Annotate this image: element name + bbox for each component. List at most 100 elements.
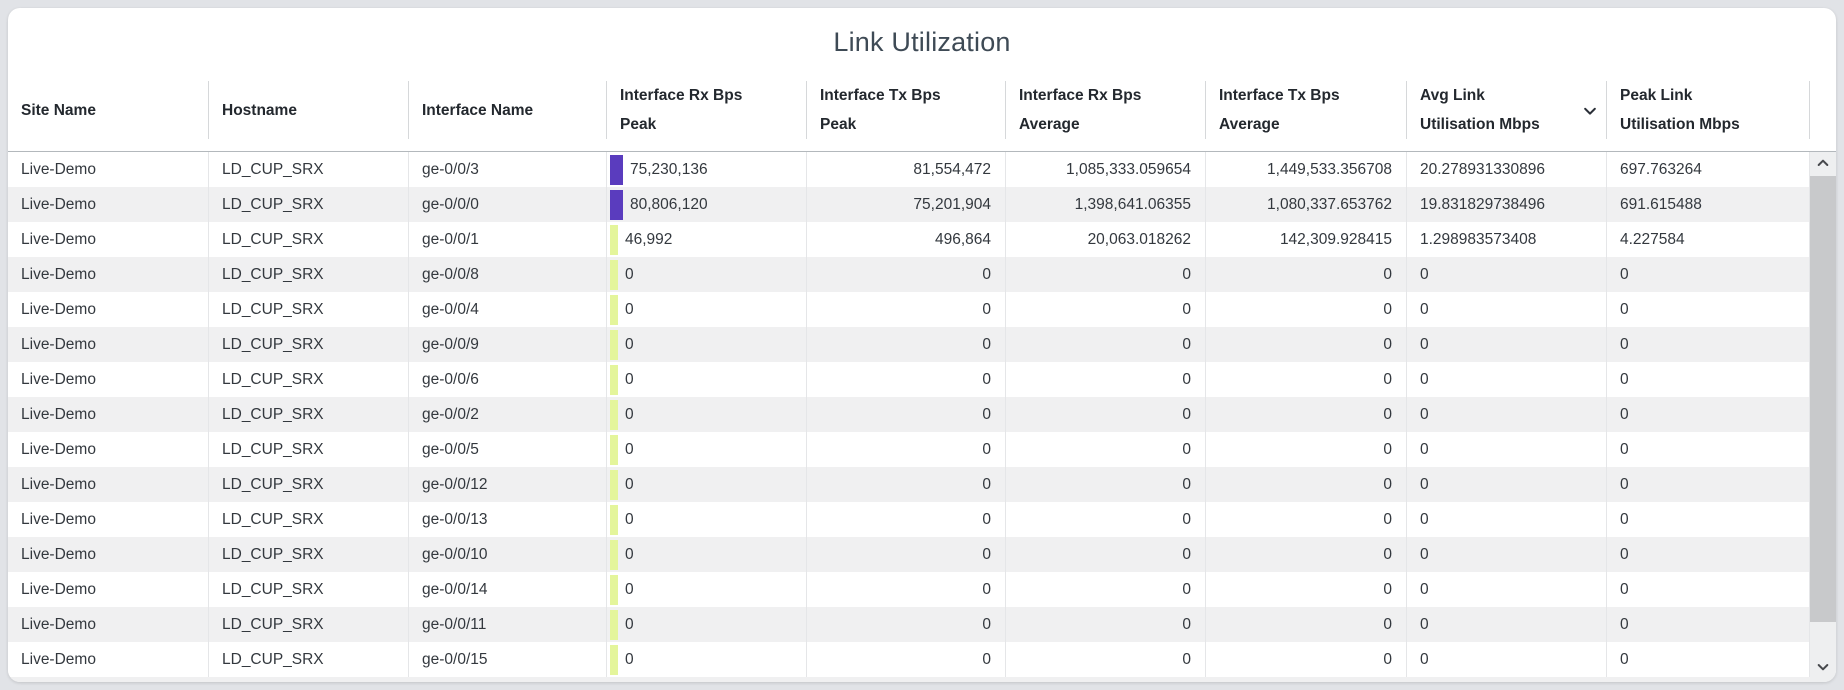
cell-rx-bps-average: 0 xyxy=(1006,502,1206,537)
column-header-label-group: Avg Link Utilisation Mbps xyxy=(1420,81,1540,139)
scroll-down-button[interactable] xyxy=(1810,656,1836,678)
cell-rx-bps-average: 1,085,333.059654 xyxy=(1006,152,1206,187)
cell-tx-bps-peak: 0 xyxy=(807,642,1006,677)
column-header-label: Peak Link xyxy=(1620,81,1810,110)
cell-site-name: Live-Demo xyxy=(8,397,209,432)
table-row: Live-Demo LD_CUP_SRX ge-0/0/9 0 0 0 0 0 … xyxy=(8,327,1810,362)
column-header-hostname[interactable]: Hostname xyxy=(209,68,409,152)
column-header-label: Peak xyxy=(820,110,1006,139)
cell-tx-bps-peak: 0 xyxy=(807,257,1006,292)
cell-tx-bps-average: 0 xyxy=(1206,327,1407,362)
utilization-bar xyxy=(610,540,618,570)
partial-next-row xyxy=(8,677,1810,682)
column-header-avg-link-utilisation[interactable]: Avg Link Utilisation Mbps xyxy=(1407,68,1607,152)
panel-title: Link Utilization xyxy=(8,18,1836,66)
cell-tx-bps-average: 142,309.928415 xyxy=(1206,222,1407,257)
utilization-bar xyxy=(610,505,618,535)
rx-peak-value: 0 xyxy=(625,546,634,564)
utilization-bar xyxy=(610,295,618,325)
scrollbar-thumb[interactable] xyxy=(1810,176,1836,622)
cell-interface-name: ge-0/0/12 xyxy=(409,467,607,502)
column-header-label: Average xyxy=(1219,110,1407,139)
cell-tx-bps-peak: 81,554,472 xyxy=(807,152,1006,187)
column-header-interface-name[interactable]: Interface Name xyxy=(409,68,607,152)
column-header-peak-link-utilisation[interactable]: Peak Link Utilisation Mbps xyxy=(1607,68,1810,152)
cell-tx-bps-peak: 0 xyxy=(807,327,1006,362)
cell-tx-bps-average: 0 xyxy=(1206,362,1407,397)
column-header-label: Utilisation Mbps xyxy=(1420,110,1540,139)
utilization-bar xyxy=(610,470,618,500)
cell-tx-bps-average: 1,449,533.356708 xyxy=(1206,152,1407,187)
cell-rx-bps-peak: 0 xyxy=(607,642,807,677)
cell-hostname: LD_CUP_SRX xyxy=(209,292,409,327)
cell-site-name: Live-Demo xyxy=(8,362,209,397)
cell-interface-name: ge-0/0/2 xyxy=(409,397,607,432)
cell-peak-link-utilisation: 0 xyxy=(1607,362,1810,397)
cell-rx-bps-peak: 46,992 xyxy=(607,222,807,257)
scroll-up-button[interactable] xyxy=(1810,152,1836,174)
cell-rx-bps-peak: 80,806,120 xyxy=(607,187,807,222)
cell-interface-name: ge-0/0/9 xyxy=(409,327,607,362)
cell-avg-link-utilisation: 0 xyxy=(1407,292,1607,327)
column-header-label: Avg Link xyxy=(1420,81,1540,110)
column-header-site-name[interactable]: Site Name xyxy=(8,68,209,152)
cell-interface-name: ge-0/0/4 xyxy=(409,292,607,327)
table-row: Live-Demo LD_CUP_SRX ge-0/0/10 0 0 0 0 0… xyxy=(8,537,1810,572)
cell-rx-bps-peak: 0 xyxy=(607,607,807,642)
cell-interface-name: ge-0/0/13 xyxy=(409,502,607,537)
cell-tx-bps-peak: 496,864 xyxy=(807,222,1006,257)
column-header-interface-tx-bps-peak[interactable]: Interface Tx Bps Peak xyxy=(807,68,1006,152)
link-utilization-panel: Link Utilization Site Name Hostname Inte… xyxy=(8,8,1836,682)
rx-peak-value: 0 xyxy=(625,371,634,389)
table-row: Live-Demo LD_CUP_SRX ge-0/0/14 0 0 0 0 0… xyxy=(8,572,1810,607)
cell-peak-link-utilisation: 0 xyxy=(1607,467,1810,502)
table-row: Live-Demo LD_CUP_SRX ge-0/0/0 80,806,120… xyxy=(8,187,1810,222)
cell-interface-name: ge-0/0/14 xyxy=(409,572,607,607)
cell-tx-bps-peak: 0 xyxy=(807,572,1006,607)
cell-avg-link-utilisation: 0 xyxy=(1407,537,1607,572)
cell-hostname: LD_CUP_SRX xyxy=(209,327,409,362)
column-header-label: Interface Tx Bps xyxy=(820,81,1006,110)
utilization-bar xyxy=(610,400,618,430)
cell-avg-link-utilisation: 0 xyxy=(1407,397,1607,432)
cell-interface-name: ge-0/0/1 xyxy=(409,222,607,257)
utilization-bar xyxy=(610,610,618,640)
cell-avg-link-utilisation: 1.298983573408 xyxy=(1407,222,1607,257)
cell-site-name: Live-Demo xyxy=(8,432,209,467)
cell-site-name: Live-Demo xyxy=(8,152,209,187)
table-row: Live-Demo LD_CUP_SRX ge-0/0/15 0 0 0 0 0… xyxy=(8,642,1810,677)
column-header-interface-tx-bps-average[interactable]: Interface Tx Bps Average xyxy=(1206,68,1407,152)
rx-peak-value: 0 xyxy=(625,441,634,459)
table-row: Live-Demo LD_CUP_SRX ge-0/0/12 0 0 0 0 0… xyxy=(8,467,1810,502)
cell-interface-name: ge-0/0/0 xyxy=(409,187,607,222)
vertical-scrollbar[interactable] xyxy=(1810,152,1836,682)
cell-peak-link-utilisation: 0 xyxy=(1607,432,1810,467)
utilization-bar xyxy=(610,575,618,605)
table-row: Live-Demo LD_CUP_SRX ge-0/0/11 0 0 0 0 0… xyxy=(8,607,1810,642)
cell-tx-bps-average: 1,080,337.653762 xyxy=(1206,187,1407,222)
column-header-label: Interface Tx Bps xyxy=(1219,81,1407,110)
utilization-bar xyxy=(610,190,623,220)
cell-hostname: LD_CUP_SRX xyxy=(209,572,409,607)
cell-tx-bps-average: 0 xyxy=(1206,537,1407,572)
cell-avg-link-utilisation: 20.278931330896 xyxy=(1407,152,1607,187)
column-header-interface-rx-bps-peak[interactable]: Interface Rx Bps Peak xyxy=(607,68,807,152)
rx-peak-value: 75,230,136 xyxy=(630,161,708,179)
cell-rx-bps-peak: 0 xyxy=(607,397,807,432)
cell-interface-name: ge-0/0/15 xyxy=(409,642,607,677)
column-header-interface-rx-bps-average[interactable]: Interface Rx Bps Average xyxy=(1006,68,1206,152)
sort-descending-chevron-down-icon xyxy=(1581,102,1599,120)
rx-peak-value: 0 xyxy=(625,511,634,529)
cell-peak-link-utilisation: 697.763264 xyxy=(1607,152,1810,187)
chevron-down-icon xyxy=(1815,659,1831,675)
cell-peak-link-utilisation: 0 xyxy=(1607,502,1810,537)
cell-avg-link-utilisation: 0 xyxy=(1407,572,1607,607)
cell-rx-bps-peak: 0 xyxy=(607,572,807,607)
cell-peak-link-utilisation: 0 xyxy=(1607,537,1810,572)
cell-site-name: Live-Demo xyxy=(8,502,209,537)
cell-rx-bps-peak: 0 xyxy=(607,502,807,537)
table-body: Live-Demo LD_CUP_SRX ge-0/0/3 75,230,136… xyxy=(8,152,1810,677)
cell-tx-bps-peak: 0 xyxy=(807,397,1006,432)
cell-site-name: Live-Demo xyxy=(8,607,209,642)
cell-hostname: LD_CUP_SRX xyxy=(209,152,409,187)
